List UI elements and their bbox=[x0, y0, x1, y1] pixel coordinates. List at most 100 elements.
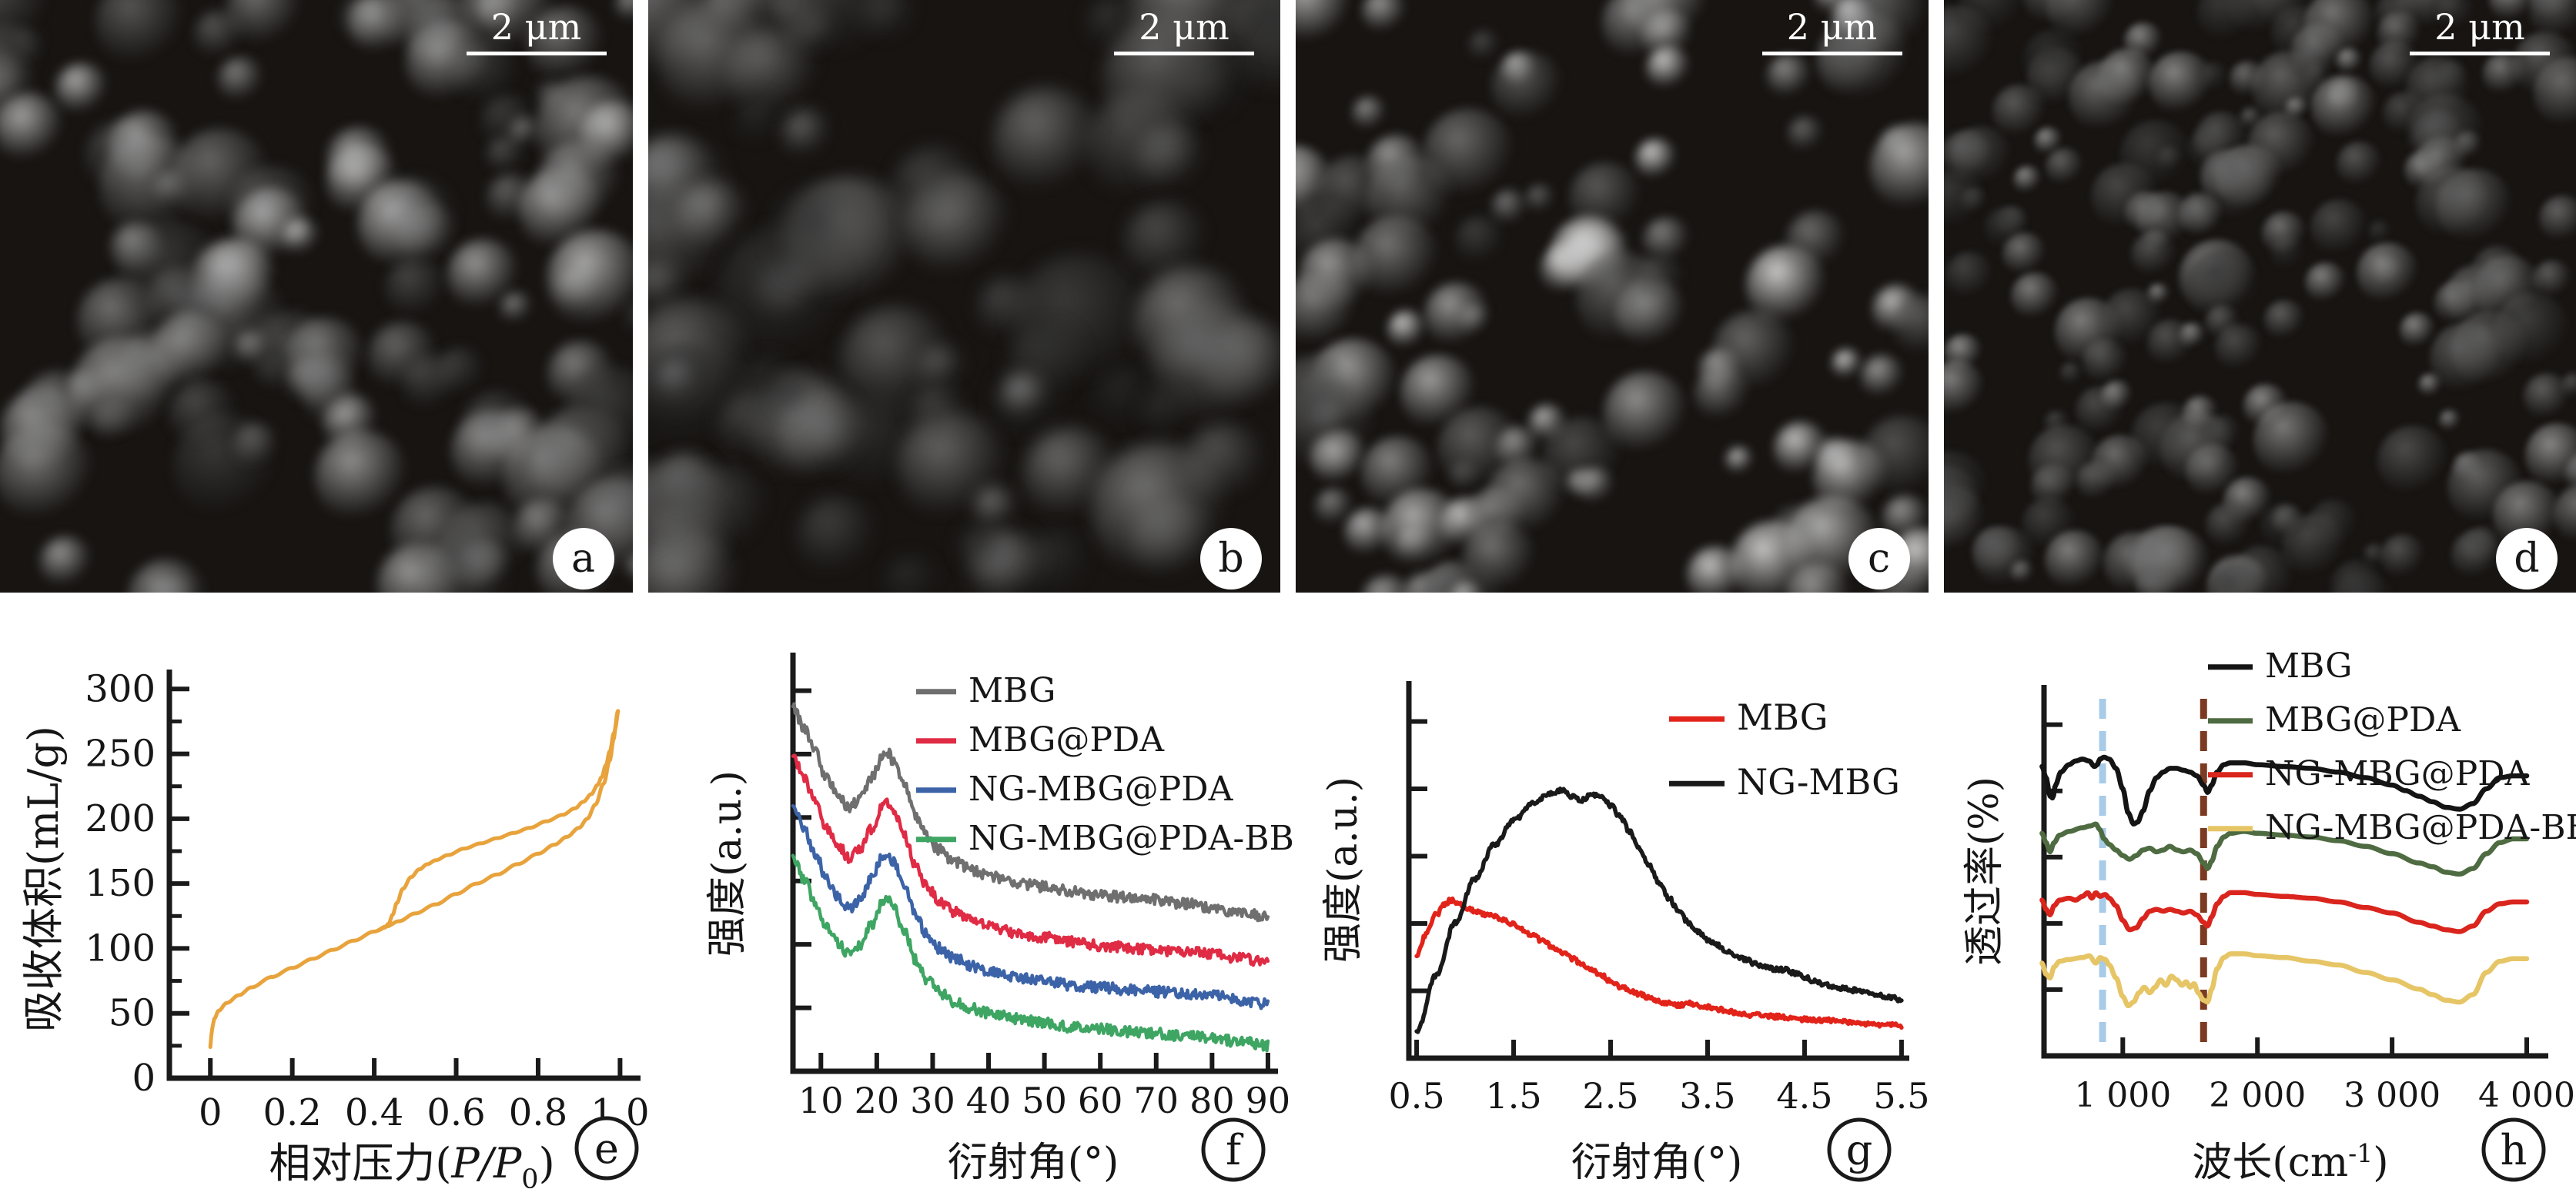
sem-texture-blob bbox=[1380, 488, 1464, 572]
axes-spines bbox=[2041, 685, 2548, 1059]
sem-texture-blob bbox=[769, 182, 883, 296]
legend-label: MBG@PDA bbox=[969, 720, 1165, 760]
series-ng-mbg-pda-bbr bbox=[2039, 951, 2530, 1009]
legend-label: MBG bbox=[1737, 696, 1828, 738]
sem-texture-blob bbox=[1725, 446, 1755, 476]
sem-texture-blob bbox=[2438, 409, 2461, 432]
sem-texture-blob bbox=[781, 109, 829, 157]
x-tick-label: 40 bbox=[966, 1080, 1012, 1121]
sem-texture-blob bbox=[2101, 380, 2133, 412]
sem-image-a bbox=[0, 0, 633, 593]
x-tick-label: 70 bbox=[1134, 1080, 1179, 1121]
sem-texture-blob bbox=[168, 379, 236, 448]
series-adsorption bbox=[208, 709, 621, 1049]
sem-texture-blob bbox=[217, 57, 264, 103]
scale-bar-line bbox=[1114, 51, 1254, 55]
axes-spines bbox=[790, 653, 1278, 1074]
y-axis-label: 强度(a.u.) bbox=[704, 770, 751, 957]
x-tick-label: 1.5 bbox=[1485, 1075, 1541, 1117]
sem-texture-blob bbox=[402, 354, 459, 411]
sem-texture-blob bbox=[2205, 304, 2240, 340]
sem-texture-blob bbox=[2229, 61, 2267, 98]
chart-h-svg: 1 000 2 000 3 000 4 000 MBG MBG@PDA NG-MBG@PDA… bbox=[1962, 646, 2576, 1186]
scale-bar-label: 2 μm bbox=[2434, 6, 2525, 48]
y-tick-label: 50 bbox=[109, 992, 156, 1035]
sem-texture-blob bbox=[2336, 141, 2383, 187]
sem-texture-blob bbox=[1296, 0, 1351, 45]
sem-texture-blob bbox=[2356, 242, 2419, 305]
sem-texture-blob bbox=[1576, 252, 1671, 346]
x-tick-label: 2 000 bbox=[2209, 1076, 2306, 1115]
sem-texture-blob bbox=[1387, 310, 1427, 349]
chart-g-svg: 0.5 1.5 2.5 3.5 4.5 5.5 MBG NG-MBG 衍射角(°) 强度(a.u.… bbox=[1320, 681, 1930, 1186]
x-tick-label: 90 bbox=[1246, 1080, 1291, 1121]
series-desorption bbox=[376, 709, 621, 933]
sem-texture-blob bbox=[1296, 272, 1357, 347]
panel-letter-circle bbox=[2481, 1117, 2546, 1182]
sem-texture-blob bbox=[2463, 526, 2502, 566]
x-tick-label: 0 bbox=[199, 1091, 222, 1134]
panel-letter-e: e bbox=[594, 1124, 619, 1173]
sem-texture-blob bbox=[2243, 383, 2289, 429]
sem-texture-blob bbox=[2186, 444, 2240, 498]
sem-texture-blob bbox=[797, 496, 877, 576]
sem-texture-blob bbox=[1490, 189, 1527, 226]
sem-texture-blob bbox=[1576, 466, 1614, 505]
series-mbg bbox=[791, 702, 1270, 923]
chart-xrd-small-angle-g: 0.5 1.5 2.5 3.5 4.5 5.5 MBG NG-MBG 衍射角(°) 强度(a.u.… bbox=[1293, 593, 1940, 1189]
sem-texture-blob bbox=[55, 63, 108, 116]
scale-bar: 2 μm bbox=[1114, 8, 1254, 55]
sem-texture-blob bbox=[1785, 211, 1846, 272]
sem-texture-blob bbox=[233, 422, 279, 469]
sem-panel-d: 2 μm d bbox=[1943, 0, 2576, 593]
x-axis-label: 相对压力(P/P0) bbox=[269, 1139, 554, 1189]
axes-spines bbox=[1406, 681, 1909, 1061]
x-tick-label: 4 000 bbox=[2478, 1076, 2575, 1115]
sem-texture-blob bbox=[537, 141, 621, 225]
panel-letter-a: a bbox=[552, 528, 614, 589]
axes-spines bbox=[166, 670, 641, 1081]
sem-texture-blob bbox=[2205, 502, 2252, 549]
sem-image-b bbox=[647, 0, 1280, 593]
sem-texture-blob bbox=[547, 230, 633, 330]
y-axis-label: 透过率(%) bbox=[1962, 777, 2008, 966]
sem-texture-blob bbox=[2310, 74, 2377, 142]
sem-texture-blob bbox=[90, 396, 136, 442]
scale-bar-label: 2 μm bbox=[1139, 6, 1229, 48]
sem-texture-blob bbox=[95, 0, 186, 68]
sem-texture-blob bbox=[2045, 530, 2106, 592]
x-axis-label: 波长(cm-1) bbox=[2192, 1138, 2388, 1186]
sem-texture-blob bbox=[993, 87, 1101, 195]
panel-letter-b: b bbox=[1200, 528, 1262, 589]
scale-bar-line bbox=[466, 51, 607, 55]
sem-texture-blob bbox=[1816, 31, 1880, 95]
x-tick-label: 0.2 bbox=[263, 1091, 321, 1134]
sem-texture-blob bbox=[257, 349, 296, 387]
x-tick-label: 3 000 bbox=[2343, 1076, 2441, 1115]
sem-texture-blob bbox=[171, 128, 270, 227]
legend-label: NG-MBG@PDA-BBR bbox=[2265, 808, 2576, 847]
sem-texture-blob bbox=[326, 145, 399, 217]
x-tick-label: 20 bbox=[855, 1080, 900, 1121]
y-tick-label: 250 bbox=[85, 733, 156, 776]
series-ng-mbg bbox=[1414, 787, 1904, 1034]
sem-texture-blob bbox=[1502, 52, 1536, 85]
sem-texture-blob bbox=[2399, 312, 2436, 349]
y-axis-label: 强度(a.u.) bbox=[1320, 777, 1367, 963]
scale-bar-line bbox=[2410, 51, 2550, 55]
sem-texture-blob bbox=[127, 559, 207, 593]
x-tick-label: 60 bbox=[1078, 1080, 1123, 1121]
sem-panel-b: 2 μm b bbox=[647, 0, 1280, 593]
sem-texture-blob bbox=[1468, 29, 1500, 62]
sem-texture-blob bbox=[2157, 145, 2182, 170]
sem-texture-blob bbox=[1437, 406, 1521, 491]
sem-panel-c: 2 μm c bbox=[1296, 0, 1929, 593]
sem-texture-blob bbox=[1860, 355, 1905, 399]
sem-texture-blob bbox=[2076, 460, 2116, 501]
sem-texture-blob bbox=[1525, 184, 1556, 214]
series-mbg bbox=[2039, 754, 2530, 827]
sem-image-d bbox=[1943, 0, 2576, 593]
sem-texture-blob bbox=[2539, 195, 2576, 242]
sem-texture-blob bbox=[1450, 581, 1484, 593]
